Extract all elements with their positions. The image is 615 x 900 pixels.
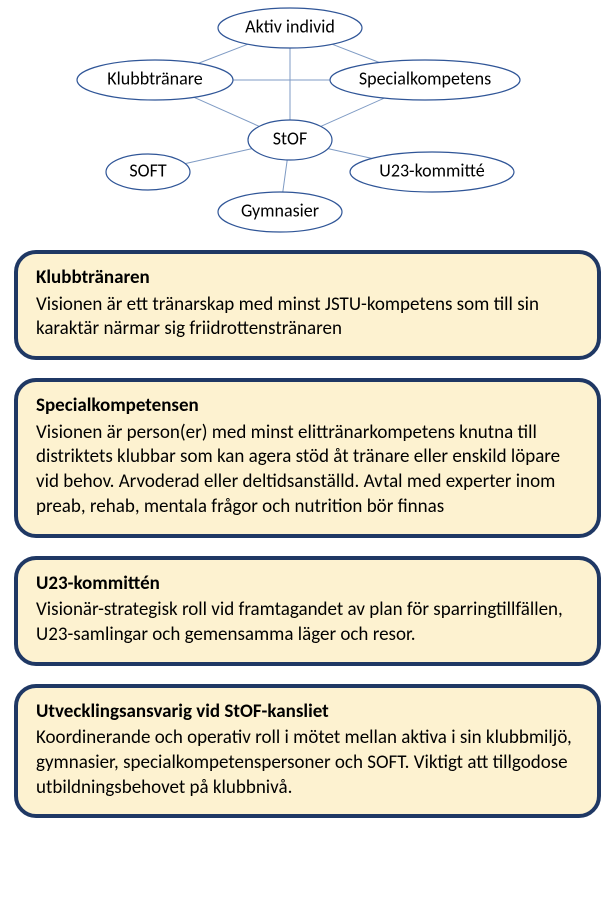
diagram-node-label: SOFT xyxy=(129,159,166,181)
card-body: Visionen är ett tränarskap med minst JST… xyxy=(36,293,579,342)
diagram-node-label: Klubbtränare xyxy=(107,67,202,89)
diagram-node-label: Gymnasier xyxy=(241,199,319,221)
info-card: SpecialkompetensenVisionen är person(er)… xyxy=(14,378,601,537)
diagram-svg: Aktiv individ Klubbtränare Specialkompeten… xyxy=(0,0,615,250)
diagram-node-label: Aktiv individ xyxy=(245,15,335,37)
diagram-node-label: StOF xyxy=(273,127,308,149)
card-title: U23-kommittén xyxy=(36,572,579,597)
diagram-node-label: U23-kommitté xyxy=(379,159,484,181)
card-title: Utvecklingsansvarig vid StOF-kansliet xyxy=(36,700,579,725)
card-body: Visionär-strategisk roll vid framtagande… xyxy=(36,598,579,647)
card-body: Visionen är person(er) med minst elitträ… xyxy=(36,421,579,520)
card-body: Koordinerande och operativ roll i mötet … xyxy=(36,726,579,800)
cards-container: KlubbtränarenVisionen är ett tränarskap … xyxy=(0,250,615,818)
diagram-edge xyxy=(328,149,372,159)
diagram-edge xyxy=(321,98,385,126)
diagram-node-label: Specialkompetens xyxy=(359,67,491,89)
diagram-edge xyxy=(194,97,259,126)
diagram-edge xyxy=(332,44,379,62)
card-title: Klubbtränaren xyxy=(36,266,579,291)
info-card: KlubbtränarenVisionen är ett tränarskap … xyxy=(14,250,601,360)
card-title: Specialkompetensen xyxy=(36,394,579,419)
diagram-edge xyxy=(185,149,252,164)
diagram-edge xyxy=(283,160,287,192)
info-card: Utvecklingsansvarig vid StOF-kanslietKoo… xyxy=(14,684,601,819)
network-diagram: Aktiv individ Klubbtränare Specialkompeten… xyxy=(0,0,615,250)
info-card: U23-kommitténVisionär-strategisk roll vi… xyxy=(14,556,601,666)
diagram-edge xyxy=(198,44,248,63)
